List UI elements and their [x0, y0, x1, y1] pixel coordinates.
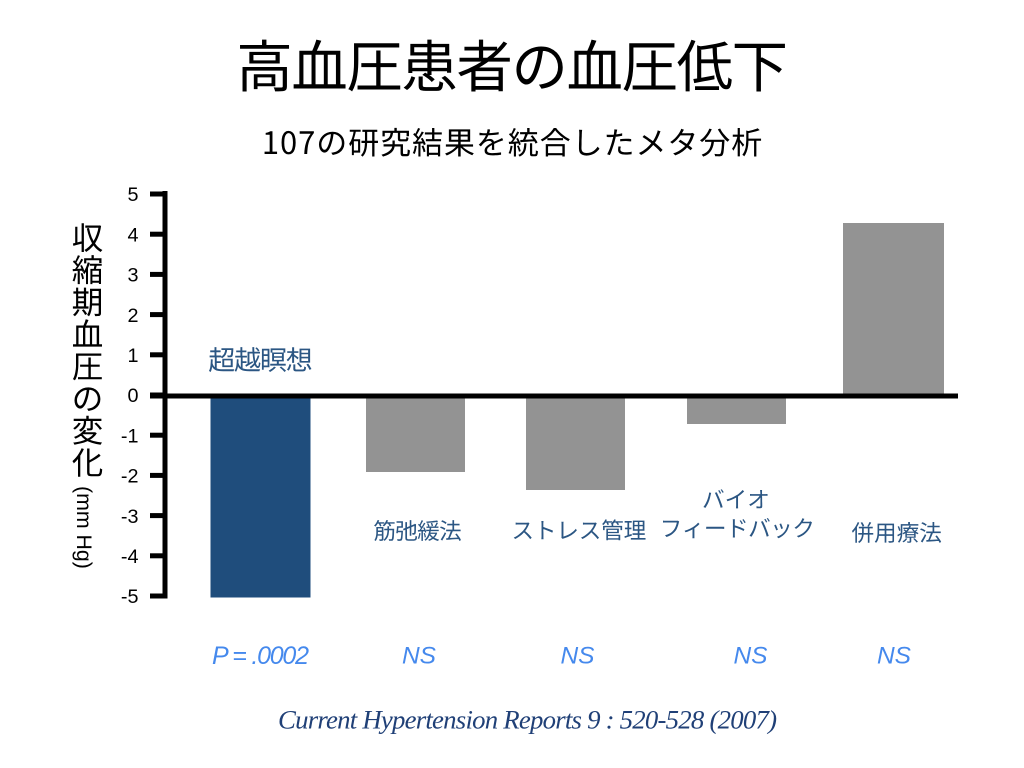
svg-text:-1: -1 — [121, 425, 139, 447]
svg-text:(mm Hg): (mm Hg) — [72, 486, 96, 569]
svg-text:2: 2 — [127, 305, 138, 327]
svg-text:NS: NS — [402, 643, 437, 670]
svg-text:0: 0 — [127, 385, 138, 407]
svg-text:-3: -3 — [121, 506, 139, 528]
svg-text:-2: -2 — [121, 466, 139, 488]
svg-text:NS: NS — [560, 643, 595, 670]
svg-text:Current Hypertension Reports 9: Current Hypertension Reports 9 : 520-528… — [278, 705, 777, 735]
svg-text:-5: -5 — [121, 586, 139, 608]
svg-text:P = .0002: P = .0002 — [212, 642, 309, 670]
svg-text:NS: NS — [877, 643, 912, 670]
svg-text:-4: -4 — [121, 546, 139, 568]
svg-text:5: 5 — [127, 184, 138, 206]
svg-text:3: 3 — [127, 265, 138, 287]
svg-text:1: 1 — [127, 345, 138, 367]
svg-text:4: 4 — [127, 224, 138, 246]
svg-text:NS: NS — [733, 643, 768, 670]
